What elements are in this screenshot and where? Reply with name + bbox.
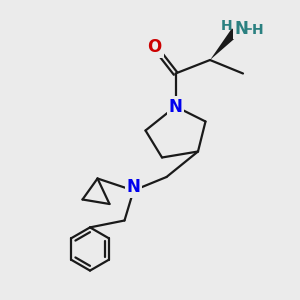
Text: N: N [169,98,182,116]
Text: O: O [147,38,162,56]
Text: N: N [127,178,140,196]
Text: N: N [235,20,248,38]
Text: H: H [251,23,263,37]
Polygon shape [210,28,239,60]
Text: H: H [221,19,232,32]
